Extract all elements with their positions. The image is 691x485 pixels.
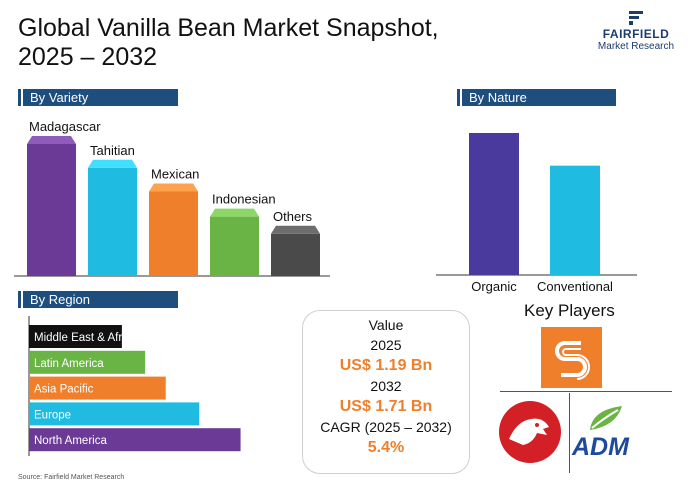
variety-bar-top-madagascar	[27, 136, 76, 144]
nature-label-organic: Organic	[471, 279, 517, 294]
value-year-2032: 2032	[370, 378, 402, 394]
region-bar-middle-east-africa	[29, 325, 122, 348]
variety-label-madagascar: Madagascar	[29, 119, 101, 134]
value-year-2025: 2025	[370, 337, 402, 353]
nature-bar-organic	[469, 133, 519, 275]
variety-label-tahitian: Tahitian	[90, 143, 135, 158]
source-note: Source: Fairfield Market Research	[18, 474, 125, 481]
cagr-label: CAGR (2025 – 2032)	[320, 419, 452, 435]
region-label-latin-america: Latin America	[34, 358, 104, 370]
value-2025: US$ 1.19 Bn	[339, 357, 433, 374]
section-region-label: By Region	[30, 292, 90, 307]
cagr-value: 5.4%	[367, 439, 405, 456]
region-label-north-america: North America	[34, 435, 107, 447]
adm-logo-text: ADM	[572, 433, 629, 461]
variety-bar-top-mexican	[149, 183, 198, 192]
page-title: Global Vanilla Bean Market Snapshot, 202…	[18, 14, 439, 71]
region-label-asia-pacific: Asia Pacific	[34, 384, 94, 396]
region-bar-latin-america	[29, 350, 146, 374]
region-label-middle-east-africa: Middle East & Africa	[34, 332, 138, 344]
logo-sub: Market Research	[597, 41, 675, 52]
region-label-europe: Europe	[34, 409, 71, 421]
section-nature: By Nature	[457, 89, 616, 106]
variety-bar-indonesian	[210, 216, 259, 276]
variety-label-indonesian: Indonesian	[212, 192, 276, 207]
variety-bar-mexican	[149, 191, 198, 276]
red-dragon-logo-icon	[499, 401, 561, 463]
fairfield-logo: FAIRFIELD Market Research	[590, 10, 682, 52]
key-players-divider-v	[569, 393, 570, 473]
nature-bar-conventional	[550, 165, 600, 275]
variety-bar-top-indonesian	[210, 208, 259, 217]
variety-label-mexican: Mexican	[151, 167, 199, 182]
adm-leaf-icon	[590, 406, 622, 430]
value-2032: US$ 1.71 Bn	[339, 398, 433, 415]
variety-label-others: Others	[273, 209, 313, 224]
fairfield-mark-icon	[629, 11, 643, 25]
variety-bar-top-others	[271, 225, 320, 234]
logo-brand: FAIRFIELD	[602, 27, 670, 41]
region-bar-europe	[29, 402, 200, 426]
key-players-title: Key Players	[524, 301, 615, 320]
section-nature-label: By Nature	[469, 90, 527, 105]
variety-bar-tahitian	[88, 167, 137, 276]
section-variety: By Variety	[18, 89, 178, 106]
section-variety-label: By Variety	[30, 90, 89, 105]
nature-label-conventional: Conventional	[537, 279, 613, 294]
variety-bar-madagascar	[27, 144, 76, 276]
value-card: Value 2025 US$ 1.19 Bn 2032 US$ 1.71 Bn …	[302, 310, 470, 474]
key-players-divider-h	[500, 391, 672, 392]
section-region: By Region	[18, 291, 178, 308]
variety-bar-top-tahitian	[88, 159, 137, 168]
value-label: Value	[368, 317, 404, 333]
orange-s-logo-icon	[541, 327, 602, 388]
variety-bar-others	[271, 233, 320, 276]
region-bar-north-america	[29, 428, 241, 452]
region-bar-asia-pacific	[29, 376, 166, 400]
